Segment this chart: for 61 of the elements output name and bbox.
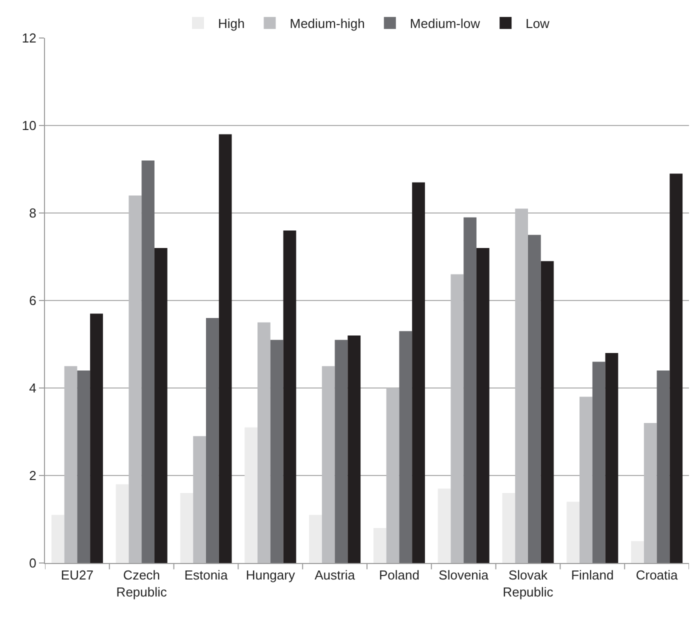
- bar: [334, 340, 348, 563]
- bar: [309, 514, 322, 563]
- legend-label: Low: [526, 16, 550, 32]
- legend-label: High: [218, 16, 245, 32]
- bar: [77, 370, 90, 563]
- y-tick-label: 12: [22, 30, 36, 46]
- x-tick-label: Poland: [378, 568, 420, 583]
- bar: [592, 362, 606, 563]
- bar: [670, 174, 683, 563]
- bar: [142, 160, 154, 563]
- bar: [515, 208, 528, 563]
- bar: [218, 134, 232, 563]
- bar: [605, 353, 618, 563]
- bar: [128, 196, 142, 563]
- x-tick-label: Finland: [571, 568, 614, 583]
- y-tick-label: 10: [22, 118, 36, 134]
- bar: [464, 217, 476, 563]
- x-tick-label: EU27: [60, 568, 94, 583]
- bar: [90, 314, 103, 563]
- x-tick-label: Slovak Republic: [502, 568, 554, 600]
- bar: [644, 423, 657, 563]
- bar: [476, 248, 490, 563]
- bar: [154, 248, 168, 563]
- bar: [116, 484, 129, 563]
- bar: [438, 488, 451, 563]
- bar: [386, 388, 400, 563]
- bar: [412, 182, 425, 563]
- bar: [631, 541, 644, 563]
- bar: [258, 322, 270, 563]
- bar: [373, 528, 386, 563]
- bar: [348, 336, 361, 563]
- x-tick-label: Estonia: [184, 568, 228, 583]
- bar: [528, 234, 541, 563]
- y-tick-label: 2: [29, 468, 36, 484]
- bar: [64, 366, 78, 563]
- x-tick-label: Slovenia: [438, 568, 490, 583]
- bar: [322, 366, 335, 563]
- bar: [283, 230, 296, 563]
- bar: [580, 396, 592, 563]
- x-tick-label: Czech Republic: [116, 568, 168, 600]
- bar: [51, 514, 64, 563]
- bar: [206, 318, 219, 563]
- bar: [270, 340, 284, 563]
- y-tick-label: 0: [29, 556, 36, 571]
- bar: [193, 436, 206, 563]
- bar: [180, 493, 194, 563]
- bar: [540, 261, 554, 563]
- legend-label: Medium-low: [410, 16, 481, 32]
- bar: [399, 331, 412, 563]
- legend-label: Medium-high: [290, 16, 365, 32]
- bar: [450, 274, 464, 563]
- bar: [502, 493, 516, 563]
- y-tick-label: 4: [29, 380, 36, 396]
- bar: [656, 370, 670, 563]
- x-tick-label: Austria: [314, 568, 356, 583]
- y-tick-label: 8: [29, 206, 36, 221]
- x-tick-label: Hungary: [246, 568, 296, 583]
- bar: [566, 502, 580, 563]
- bar: [244, 427, 258, 563]
- y-tick-label: 6: [29, 293, 36, 308]
- x-tick-label: Croatia: [636, 568, 679, 583]
